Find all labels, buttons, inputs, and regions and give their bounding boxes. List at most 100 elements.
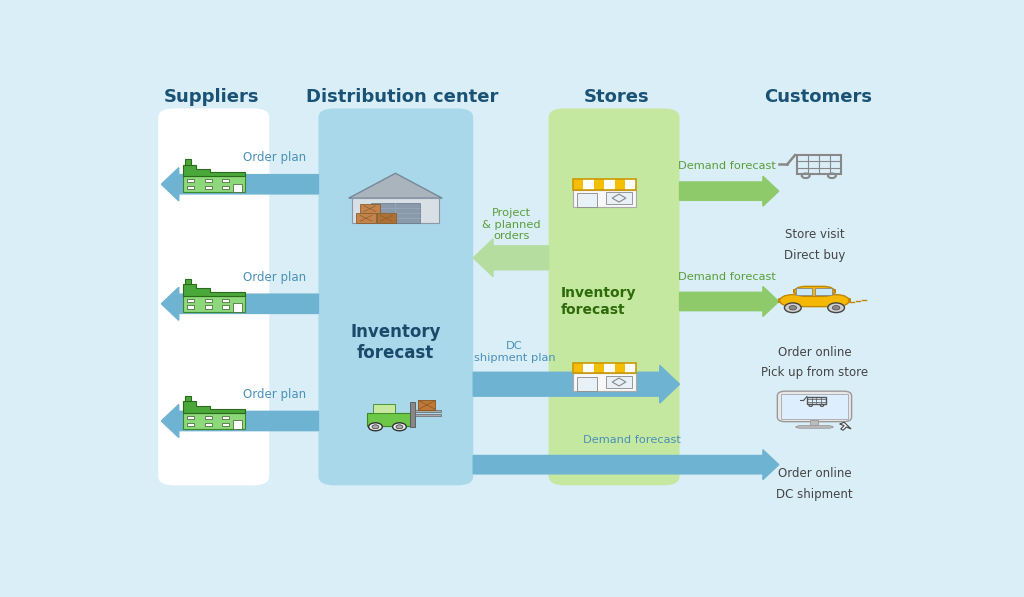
FancyArrow shape: [473, 450, 778, 479]
Bar: [187, 179, 194, 183]
Bar: [807, 396, 825, 404]
Bar: [572, 179, 584, 189]
Bar: [796, 288, 812, 295]
Bar: [233, 420, 243, 429]
Bar: [222, 298, 229, 302]
FancyBboxPatch shape: [794, 287, 836, 296]
Bar: [205, 423, 212, 426]
Text: Pick up from store: Pick up from store: [761, 366, 868, 379]
Bar: [222, 423, 229, 426]
Polygon shape: [349, 173, 442, 198]
Circle shape: [790, 306, 797, 310]
FancyBboxPatch shape: [158, 109, 269, 485]
Bar: [222, 305, 229, 309]
Text: Inventory
forecast: Inventory forecast: [350, 324, 440, 362]
Bar: [356, 214, 376, 223]
Text: Order online: Order online: [777, 346, 851, 359]
Bar: [810, 420, 818, 427]
Bar: [606, 192, 632, 204]
Bar: [625, 179, 636, 189]
FancyBboxPatch shape: [549, 109, 680, 485]
Text: Stores: Stores: [584, 88, 649, 106]
Bar: [604, 179, 614, 189]
Bar: [780, 394, 848, 418]
FancyBboxPatch shape: [777, 391, 852, 421]
Text: Direct buy: Direct buy: [783, 249, 845, 262]
Bar: [578, 377, 597, 390]
Text: Project
& planned
orders: Project & planned orders: [482, 208, 541, 241]
Text: Store visit: Store visit: [784, 228, 844, 241]
Text: Distribution center: Distribution center: [305, 88, 498, 106]
Bar: [594, 363, 604, 373]
Bar: [222, 186, 229, 189]
FancyArrow shape: [680, 176, 778, 206]
Bar: [182, 413, 245, 429]
Text: Customers: Customers: [765, 88, 872, 106]
Bar: [625, 363, 636, 373]
Bar: [205, 186, 212, 189]
Bar: [205, 305, 212, 309]
FancyArrow shape: [162, 287, 318, 321]
Bar: [187, 298, 194, 302]
Bar: [205, 416, 212, 419]
Bar: [377, 214, 396, 223]
Bar: [184, 279, 190, 284]
Text: Demand forecast: Demand forecast: [678, 161, 776, 171]
Bar: [614, 179, 625, 189]
Polygon shape: [182, 284, 245, 296]
Bar: [367, 413, 410, 426]
FancyBboxPatch shape: [318, 109, 473, 485]
Text: Order plan: Order plan: [244, 270, 306, 284]
Text: DC shipment: DC shipment: [776, 488, 853, 501]
Circle shape: [392, 423, 407, 431]
Bar: [182, 177, 245, 192]
Circle shape: [372, 425, 379, 429]
FancyArrow shape: [473, 365, 680, 403]
Bar: [614, 363, 625, 373]
Bar: [184, 159, 190, 165]
Text: Demand forecast: Demand forecast: [583, 435, 681, 445]
Circle shape: [396, 425, 402, 429]
Bar: [222, 416, 229, 419]
Bar: [205, 179, 212, 183]
Bar: [606, 376, 632, 388]
Text: Order plan: Order plan: [244, 388, 306, 401]
FancyArrow shape: [473, 239, 549, 276]
Bar: [584, 363, 594, 373]
Circle shape: [833, 306, 840, 310]
Bar: [416, 414, 441, 416]
Text: Suppliers: Suppliers: [164, 88, 259, 106]
Bar: [187, 416, 194, 419]
Polygon shape: [840, 422, 851, 430]
Bar: [572, 363, 636, 373]
Bar: [815, 288, 833, 295]
FancyArrow shape: [162, 168, 318, 201]
Bar: [233, 303, 243, 312]
FancyArrow shape: [162, 404, 318, 438]
Bar: [572, 189, 636, 207]
Bar: [205, 298, 212, 302]
Text: Order online: Order online: [777, 467, 851, 481]
Circle shape: [827, 303, 845, 313]
Bar: [187, 186, 194, 189]
Text: Order plan: Order plan: [244, 151, 306, 164]
Bar: [373, 404, 395, 413]
FancyBboxPatch shape: [779, 295, 850, 307]
Text: Inventory
forecast: Inventory forecast: [560, 287, 636, 316]
FancyBboxPatch shape: [797, 426, 833, 428]
Text: Demand forecast: Demand forecast: [678, 272, 776, 282]
Bar: [222, 179, 229, 183]
Bar: [572, 363, 584, 373]
Bar: [584, 179, 594, 189]
Bar: [572, 179, 636, 189]
Polygon shape: [182, 401, 245, 413]
Bar: [233, 184, 243, 192]
Bar: [182, 296, 245, 312]
Bar: [187, 305, 194, 309]
Circle shape: [369, 423, 382, 431]
Bar: [360, 204, 380, 214]
Bar: [578, 193, 597, 207]
Text: DC
shipment plan: DC shipment plan: [474, 341, 555, 363]
FancyArrow shape: [680, 287, 778, 316]
Bar: [416, 410, 441, 412]
